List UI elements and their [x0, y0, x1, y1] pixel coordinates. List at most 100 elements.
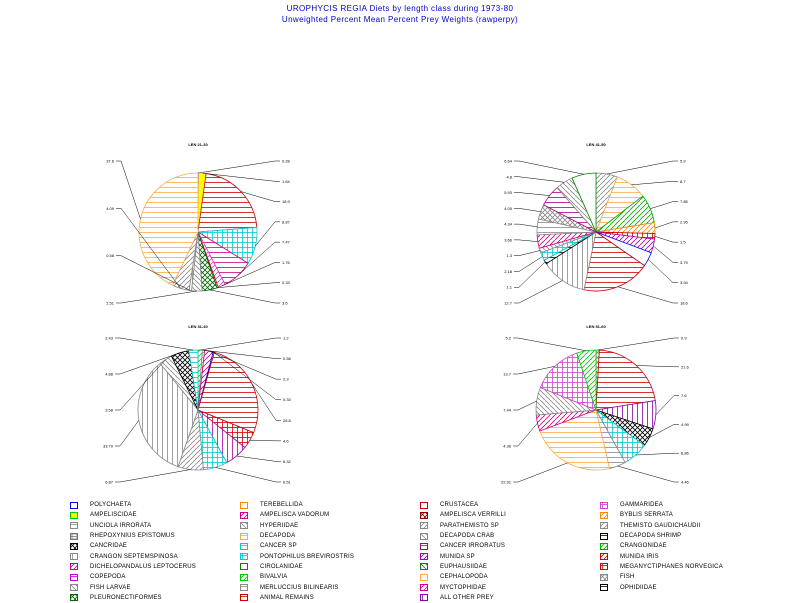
legend-item: CANCER SP — [240, 541, 297, 551]
leader-line — [636, 365, 679, 366]
legend-label: BIVALVIA — [260, 574, 287, 580]
leader-line — [210, 290, 280, 303]
legend-item: BYBLIS SERRATA — [600, 510, 673, 520]
legend-label: CRANGONIDAE — [620, 543, 667, 549]
slice-value-label: 3.58 — [105, 408, 114, 413]
slice-value-label: 0.33 — [282, 280, 291, 285]
legend-swatch — [70, 522, 78, 529]
legend-item: POLYCHAETA — [70, 500, 131, 510]
legend-swatch — [70, 533, 78, 540]
legend-item: ANIMAL REMAINS — [240, 593, 314, 603]
legend-item: PONTOPHILUS BREVIROSTRIS — [240, 552, 354, 562]
legend-swatch — [240, 522, 248, 529]
legend-label: OPHIDIIDAE — [620, 585, 657, 591]
legend-label: CANCER IRRORATUS — [440, 543, 505, 549]
leader-line — [514, 177, 564, 182]
leader-line — [115, 420, 139, 446]
slice-value-label: 2.18 — [504, 269, 513, 274]
legend-item: FISH LARVAE — [70, 582, 131, 592]
leader-line — [513, 401, 537, 410]
legend-swatch — [420, 574, 428, 581]
legend-item: CANCRIDAE — [70, 541, 127, 551]
pie-title: LEN 31-40 — [188, 324, 208, 329]
leader-line — [514, 281, 562, 303]
slice-value-label: 18.6 — [680, 301, 689, 306]
slice-value-label: 37.6 — [106, 159, 115, 164]
legend-swatch — [420, 522, 428, 529]
slice-value-label: 3.94 — [680, 280, 689, 285]
legend-swatch — [70, 584, 78, 591]
leader-line — [648, 259, 678, 282]
slice-value-label: 22.91 — [501, 480, 512, 485]
leader-line — [115, 338, 193, 350]
legend-swatch — [420, 594, 428, 601]
slice-value-label: 12.7 — [504, 301, 513, 306]
slice-value-label: 26.8 — [283, 418, 292, 423]
leader-line — [199, 161, 280, 173]
legend-swatch — [70, 563, 78, 570]
legend-swatch — [600, 553, 608, 560]
legend-item: CRANGON SEPTEMSPINOSA — [70, 552, 178, 562]
leader-line — [656, 396, 679, 415]
slice-value-label: 4.34 — [504, 222, 513, 227]
legend-item: CRANGONIDAE — [600, 541, 667, 551]
legend-label: MYCTOPHIDAE — [440, 585, 486, 591]
leader-line — [514, 224, 537, 227]
legend-item: MERLUCCIUS BILINEARIS — [240, 582, 339, 592]
leader-line — [200, 338, 281, 350]
legend-label: AMPELISCA VADORUM — [260, 512, 329, 518]
slice-value-label: 2.3 — [283, 377, 289, 382]
legend-swatch — [600, 584, 608, 591]
leader-line — [653, 246, 678, 262]
legend-swatch — [420, 563, 428, 570]
legend-label: DECAPODA CRAB — [440, 533, 494, 539]
leader-line — [116, 291, 197, 303]
legend-swatch — [600, 533, 608, 540]
legend-label: POLYCHAETA — [90, 502, 131, 508]
pie-chart-2: LEN 41-505.98.77.852.951.53.793.9418.66.… — [504, 142, 688, 306]
leader-line — [636, 453, 679, 455]
legend-item: DECAPODA CRAB — [420, 531, 494, 541]
legend-item: PARATHEMISTO SP — [420, 521, 499, 531]
legend-label: CIROLANIDAE — [260, 564, 303, 570]
legend-item: BIVALVIA — [240, 572, 287, 582]
legend-item: CRUSTACEA — [420, 500, 478, 510]
leader-line — [255, 222, 280, 246]
legend-swatch — [70, 594, 78, 601]
legend-swatch — [240, 502, 248, 509]
legend-swatch — [70, 543, 78, 550]
legend-label: RHEPOXYNIUS EPISTOMUS — [90, 533, 175, 539]
pie-charts: LEN 21-300.281.6418.98.877.471.760.333.6… — [0, 0, 800, 500]
legend-item: COPEPODA — [70, 572, 126, 582]
legend-label: CRUSTACEA — [440, 502, 478, 508]
legend-item: UNCIOLA IRRORATA — [70, 521, 151, 531]
slice-value-label: 0.33 — [283, 397, 292, 402]
legend-label: HYPERIIDAE — [260, 523, 298, 529]
legend-label: MUNIDA SP — [440, 554, 475, 560]
leader-line — [514, 262, 545, 287]
slice-value-label: 1.76 — [282, 260, 291, 265]
slice-value-label: 4.36 — [503, 444, 512, 449]
legend-swatch — [420, 553, 428, 560]
legend-label: DECAPODA SHRIMP — [620, 533, 681, 539]
leader-line — [618, 287, 678, 303]
leader-line — [514, 161, 584, 174]
legend-item: CEPHALOPODA — [420, 572, 488, 582]
legend-label: EUPHAUSIIDAE — [440, 564, 487, 570]
legend-item: ALL OTHER PREY — [420, 593, 494, 603]
legend-swatch — [420, 543, 428, 550]
legend-item: MUNIDA IRIS — [600, 552, 659, 562]
legend-item: DECAPODA — [240, 531, 295, 541]
legend-item: AMPELISCA VERRILLI — [420, 510, 506, 520]
legend-swatch — [240, 512, 248, 519]
slice-value-label: 3.79 — [680, 260, 689, 265]
pie-title: LEN 51-60 — [586, 324, 606, 329]
slice-value-label: 1.5 — [680, 240, 686, 245]
slice-value-label: 4.99 — [681, 422, 690, 427]
legend-swatch — [600, 502, 608, 509]
pie-title: LEN 41-50 — [586, 142, 606, 147]
slice-value-label: 7.44 — [503, 408, 512, 413]
legend-label: MUNIDA IRIS — [620, 554, 659, 560]
legend-label: TEREBELLIDA — [260, 502, 303, 508]
